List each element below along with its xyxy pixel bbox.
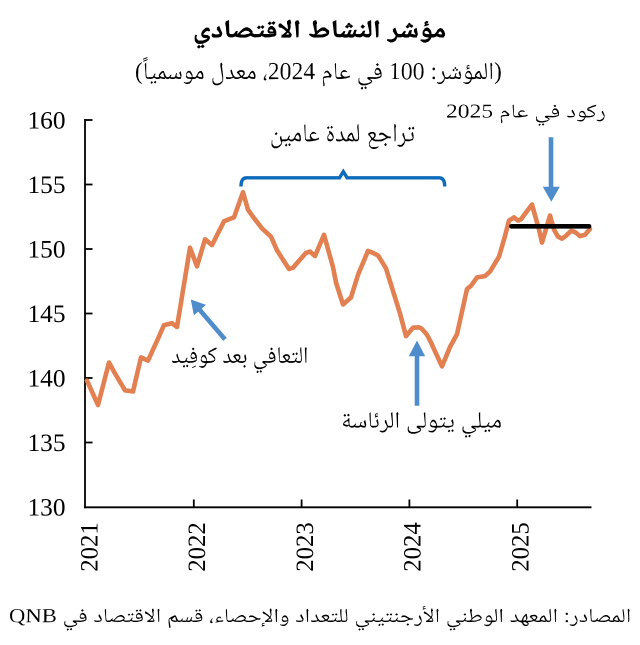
svg-text:130: 130 <box>28 494 66 521</box>
svg-text:135: 135 <box>28 430 66 457</box>
svg-text:2023: 2023 <box>292 522 319 572</box>
svg-text:150: 150 <box>28 236 66 263</box>
svg-text:145: 145 <box>28 301 66 328</box>
svg-text:160: 160 <box>28 107 66 134</box>
svg-text:2024: 2024 <box>400 522 427 572</box>
svg-text:2022: 2022 <box>184 522 211 572</box>
svg-text:155: 155 <box>28 172 66 199</box>
svg-text:140: 140 <box>28 365 66 392</box>
svg-text:2021: 2021 <box>76 522 103 572</box>
svg-text:2025: 2025 <box>508 522 535 572</box>
